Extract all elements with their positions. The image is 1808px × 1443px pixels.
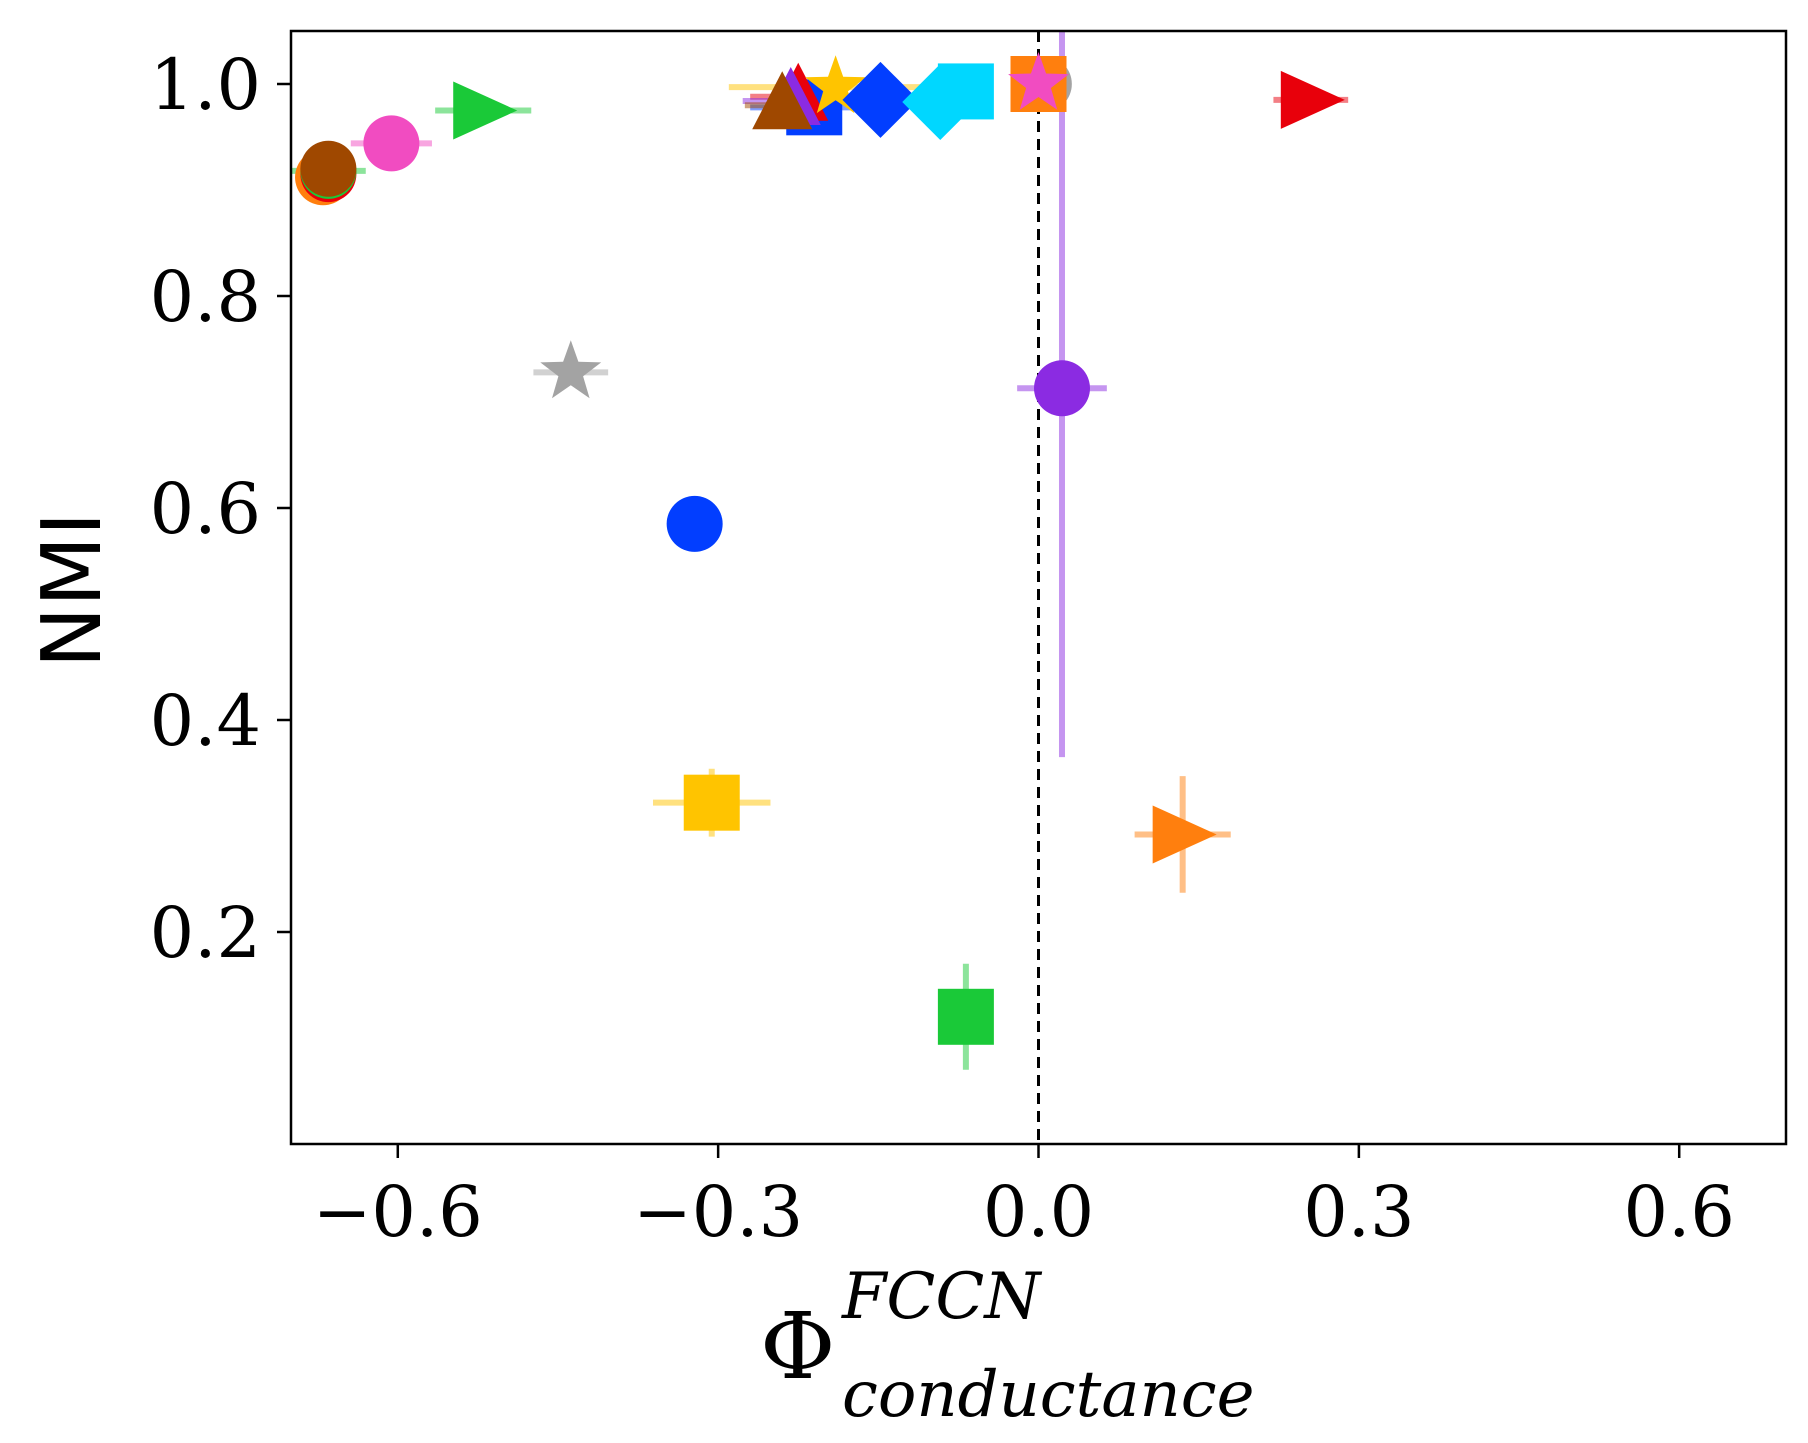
x-axis-ticks: −0.6 −0.3 0.0 0.3 0.6 bbox=[313, 1144, 1735, 1253]
x-tick-label: 0.6 bbox=[1624, 1171, 1735, 1253]
x-tick-label: 0.0 bbox=[983, 1171, 1094, 1253]
x-axis-label: Φ FCCN conductance bbox=[760, 1260, 1254, 1432]
y-axis-label: NMI bbox=[25, 512, 120, 668]
y-tick-label: 0.6 bbox=[150, 468, 261, 550]
data-point-square bbox=[683, 774, 740, 831]
data-point-triangle-right bbox=[1152, 805, 1217, 864]
data-point-circle bbox=[363, 115, 420, 172]
data-point-triangle-up bbox=[752, 71, 813, 130]
y-tick-label: 0.4 bbox=[150, 680, 261, 762]
y-tick-label: 0.8 bbox=[150, 256, 261, 338]
data-point-triangle-right bbox=[1280, 70, 1345, 129]
y-tick-label: 0.2 bbox=[150, 892, 261, 974]
x-tick-label: 0.3 bbox=[1303, 1171, 1414, 1253]
data-point-square bbox=[937, 63, 994, 120]
data-point-star bbox=[540, 340, 602, 399]
data-point-triangle-right bbox=[453, 81, 518, 140]
data-markers bbox=[295, 52, 1345, 1045]
data-point-star bbox=[1008, 52, 1069, 110]
data-point-circle bbox=[666, 495, 723, 552]
data-point-circle bbox=[300, 140, 357, 197]
x-tick-label: −0.3 bbox=[633, 1171, 803, 1253]
data-point-circle bbox=[1033, 360, 1090, 417]
y-axis-ticks: 0.2 0.4 0.6 0.8 1.0 bbox=[150, 44, 291, 974]
data-point-star bbox=[805, 55, 866, 114]
data-point-square bbox=[937, 988, 994, 1045]
x-tick-label: −0.6 bbox=[313, 1171, 483, 1253]
data-point-diamond bbox=[842, 61, 919, 138]
x-axis-label-main: Φ bbox=[760, 1293, 835, 1400]
x-axis-label-superscript: FCCN bbox=[841, 1260, 1042, 1334]
y-tick-label: 1.0 bbox=[150, 44, 261, 126]
x-axis-label-subscript: conductance bbox=[842, 1358, 1254, 1432]
